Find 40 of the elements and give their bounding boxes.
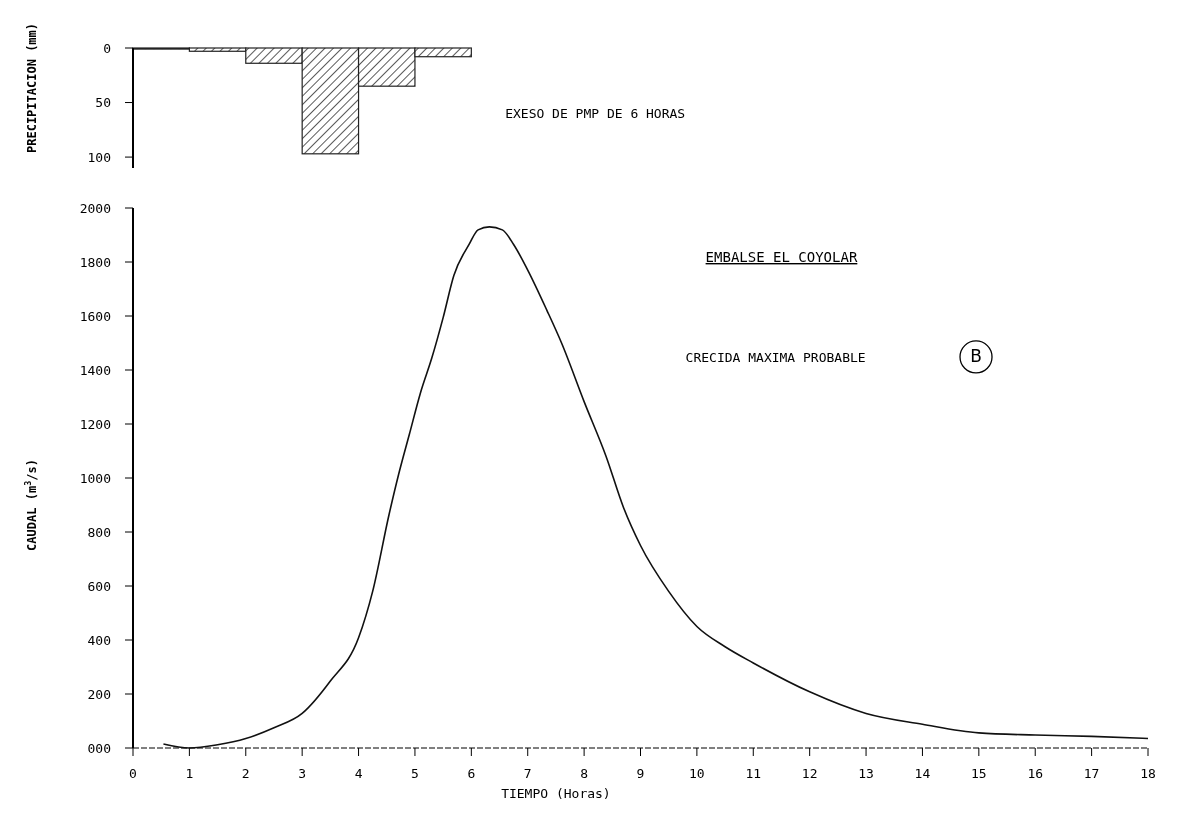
annotation: B bbox=[970, 345, 982, 366]
y-tick-label: 1800 bbox=[79, 254, 111, 270]
y-tick-label: 50 bbox=[95, 95, 111, 111]
x-tick-label: 13 bbox=[858, 766, 874, 781]
text: EMBALSE EL COYOLAR bbox=[705, 249, 858, 265]
y-tick-label: 800 bbox=[87, 524, 111, 540]
y-tick-label: 1400 bbox=[79, 362, 111, 378]
x-tick-label: 18 bbox=[1140, 766, 1156, 781]
annotation: EXESO DE PMP DE 6 HORAS bbox=[505, 106, 686, 121]
x-tick-label: 15 bbox=[971, 766, 987, 781]
y-tick-label: 1000 bbox=[79, 470, 111, 486]
y-tick-label: 200 bbox=[87, 686, 111, 702]
x-tick-label: 5 bbox=[411, 766, 419, 781]
x-tick-label: 4 bbox=[354, 766, 363, 781]
y-tick-label: 2000 bbox=[79, 200, 111, 216]
x-tick-label: 12 bbox=[801, 766, 818, 781]
y-tick-label: 1200 bbox=[79, 416, 111, 432]
y-axis-title: PRECIPITACION (mm) bbox=[25, 22, 39, 154]
x-tick-label: 3 bbox=[298, 766, 307, 781]
x-tick-label: 2 bbox=[241, 766, 250, 781]
x-tick-label: 14 bbox=[914, 766, 931, 781]
x-tick-label: 17 bbox=[1083, 766, 1100, 781]
x-tick-label: 0 bbox=[129, 766, 137, 781]
x-tick-label: 10 bbox=[689, 766, 705, 781]
y-tick-label: 400 bbox=[87, 632, 111, 648]
x-tick-label: 7 bbox=[523, 766, 532, 781]
y-tick-label: 000 bbox=[87, 740, 111, 756]
y-tick-label: 100 bbox=[87, 149, 111, 165]
y-tick-label: 600 bbox=[87, 578, 111, 594]
line-series bbox=[162, 226, 1149, 749]
x-tick-label: 9 bbox=[636, 766, 645, 781]
x-tick-label: 8 bbox=[580, 766, 589, 781]
x-axis-title: TIEMPO (Horas) bbox=[501, 786, 611, 801]
x-tick-label: 11 bbox=[745, 766, 762, 781]
y-tick-label: 1600 bbox=[79, 308, 111, 324]
y-tick-label: 0 bbox=[103, 40, 111, 56]
x-tick-label: 16 bbox=[1027, 766, 1044, 781]
annotation: CRECIDA MAXIMA PROBABLE bbox=[685, 349, 866, 365]
x-tick-label: 6 bbox=[467, 766, 476, 781]
x-tick-label: 1 bbox=[185, 766, 194, 781]
